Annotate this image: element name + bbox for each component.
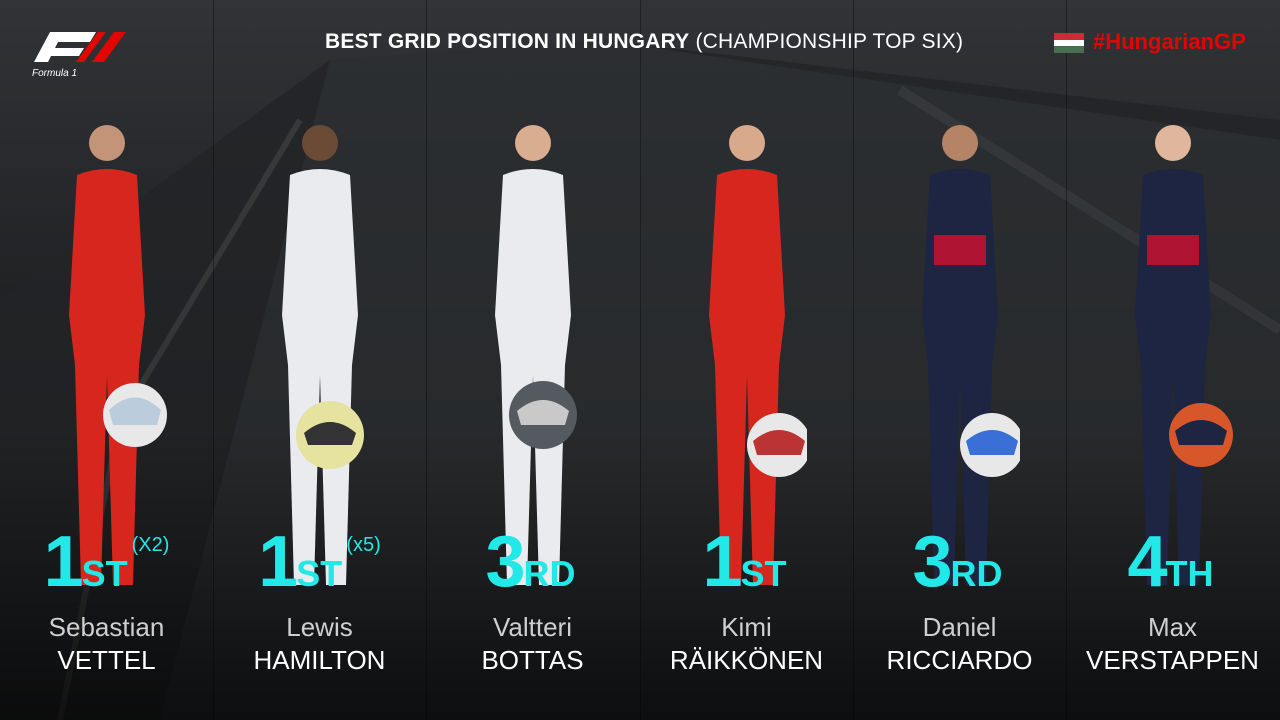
grid-position: 1ST(X2): [43, 522, 170, 602]
driver-last-name: RÄIKKÖNEN: [669, 645, 824, 675]
hungary-flag-icon: [1054, 33, 1084, 53]
driver-first-name: Sebastian: [48, 612, 165, 642]
logo-caption: Formula 1: [32, 68, 77, 79]
driver-figure-mercedes: [281, 125, 364, 585]
column-divider: [426, 0, 427, 720]
title-bold: BEST GRID POSITION IN HUNGARY: [325, 30, 690, 53]
driver-last-name: HAMILTON: [253, 645, 386, 675]
driver-figure-ferrari: [708, 125, 807, 585]
column-divider: [1066, 0, 1067, 720]
driver-card: 1ST(x5) Lewis HAMILTON: [213, 0, 426, 720]
grid-position: 4TH: [1127, 522, 1214, 602]
driver-card: 1ST(X2) Sebastian VETTEL: [0, 0, 213, 720]
driver-first-name: Valtteri: [493, 612, 572, 642]
column-divider: [853, 0, 854, 720]
grid-position: 3RD: [485, 522, 576, 602]
driver-figure-mercedes: [494, 125, 577, 585]
driver-last-name: RICCIARDO: [886, 645, 1033, 675]
grid-position: 3RD: [912, 522, 1003, 602]
driver-first-name: Kimi: [721, 612, 772, 642]
driver-last-name: BOTTAS: [481, 645, 584, 675]
driver-figure-ferrari: [68, 125, 167, 585]
driver-card: 3RD Daniel RICCIARDO: [853, 0, 1066, 720]
column-divider: [213, 0, 214, 720]
page-title: BEST GRID POSITION IN HUNGARY (CHAMPIONS…: [325, 30, 963, 54]
column-divider: [640, 0, 641, 720]
driver-figure-redbull: [1134, 125, 1233, 585]
driver-last-name: VERSTAPPEN: [1086, 645, 1259, 675]
driver-card: 1ST Kimi RÄIKKÖNEN: [640, 0, 853, 720]
hashtag: #HungarianGP: [1093, 29, 1246, 54]
driver-first-name: Lewis: [286, 612, 353, 642]
grid-position: 1ST: [702, 522, 787, 602]
grid-position: 1ST(x5): [258, 522, 381, 602]
driver-first-name: Max: [1147, 612, 1198, 642]
title-light: (CHAMPIONSHIP TOP SIX): [695, 30, 964, 53]
driver-first-name: Daniel: [922, 612, 997, 642]
driver-last-name: VETTEL: [57, 645, 156, 675]
driver-figure-redbull: [921, 125, 1020, 585]
driver-card: 4TH Max VERSTAPPEN: [1066, 0, 1279, 720]
driver-card: 3RD Valtteri BOTTAS: [426, 0, 639, 720]
f1-logo: Formula 1: [32, 32, 126, 79]
